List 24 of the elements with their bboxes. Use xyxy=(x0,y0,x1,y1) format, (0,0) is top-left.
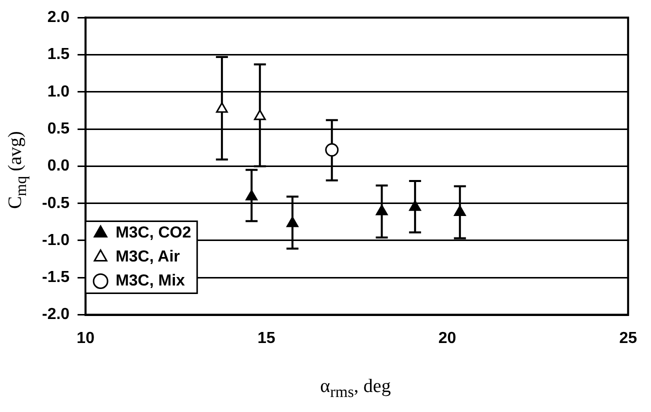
x-tick-label: 15 xyxy=(258,330,276,347)
x-axis-title: α$_{rms}$, deg xyxy=(319,376,392,402)
point xyxy=(246,190,258,200)
x-tick-label: 10 xyxy=(76,330,95,347)
point xyxy=(216,102,228,113)
y-tick-label: 1.5 xyxy=(47,46,70,64)
y-tick-label: 0.5 xyxy=(47,120,70,138)
y-tick-label: 0.0 xyxy=(47,158,70,175)
legend-label: M3C, Mix xyxy=(116,272,186,290)
y-tick-label: -1.5 xyxy=(42,269,70,286)
x-tick-label: 20 xyxy=(438,330,456,347)
point xyxy=(376,204,388,216)
point xyxy=(409,200,422,211)
y-tick-label: -2.0 xyxy=(42,306,70,324)
y-tick-label: 2.0 xyxy=(47,9,70,26)
point xyxy=(454,206,466,216)
legend-label: M3C, Air xyxy=(116,248,180,266)
point xyxy=(254,110,266,120)
y-tick-label: -1.0 xyxy=(42,232,70,249)
legend-label: M3C, CO2 xyxy=(116,224,192,242)
y-tick-label: 1.0 xyxy=(47,83,70,100)
y-tick-label: -0.5 xyxy=(42,194,70,212)
x-tick-label: 25 xyxy=(619,330,638,347)
point xyxy=(286,216,298,228)
